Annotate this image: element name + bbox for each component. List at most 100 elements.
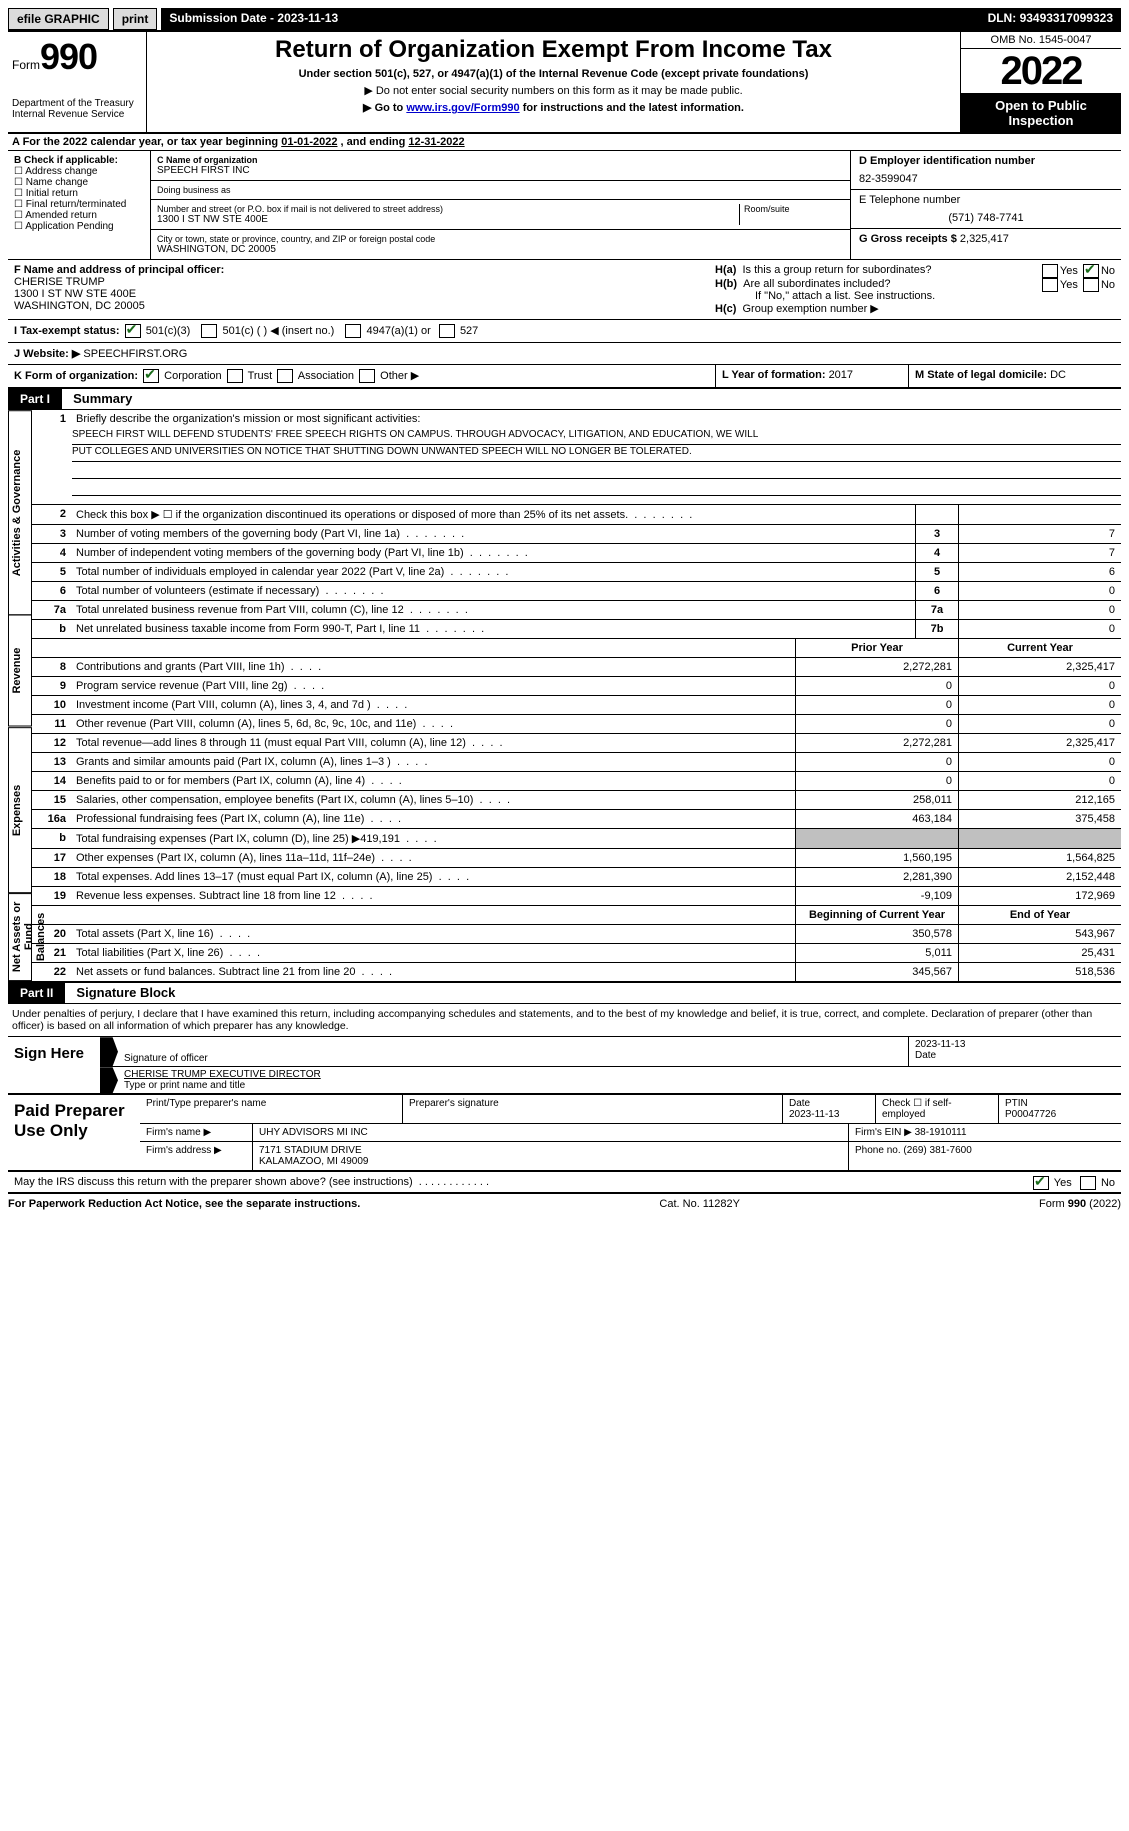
form-number: 990 [40, 36, 97, 77]
tab-governance: Activities & Governance [8, 410, 32, 615]
cb-amended[interactable]: ☐ Amended return [14, 210, 144, 221]
discuss-yes[interactable] [1033, 1176, 1049, 1190]
ln-curr: 2,325,417 [959, 658, 1121, 676]
prep-row-3: Firm's address ▶ 7171 STADIUM DRIVEKALAM… [140, 1142, 1121, 1170]
ln-curr: 518,536 [959, 963, 1121, 981]
part1-title: Summary [65, 391, 132, 406]
cb-pend-label: Application Pending [25, 221, 113, 232]
ln-prior: 345,567 [795, 963, 959, 981]
addr-row: Number and street (or P.O. box if mail i… [151, 200, 850, 230]
cb-name[interactable]: ☐ Name change [14, 177, 144, 188]
ln-text: Number of independent voting members of … [72, 544, 915, 562]
cb-4947[interactable] [345, 324, 361, 338]
trust: Trust [248, 370, 273, 382]
cb-pending[interactable]: ☐ Application Pending [14, 221, 144, 232]
ln-curr: 2,152,448 [959, 868, 1121, 886]
cb-final-label: Final return/terminated [26, 199, 127, 210]
row-m: M State of legal domicile: DC [908, 365, 1121, 387]
col-headers-2: Beginning of Current Year End of Year [32, 906, 1121, 925]
org-name: SPEECH FIRST INC [157, 165, 844, 176]
ln-num: 15 [32, 791, 72, 809]
ln-curr: 212,165 [959, 791, 1121, 809]
org-name-row: C Name of organization SPEECH FIRST INC [151, 151, 850, 181]
hb-row: H(b) Are all subordinates included? Yes … [715, 278, 1115, 290]
prior-year-hdr: Prior Year [795, 639, 959, 657]
cb-501c[interactable] [201, 324, 217, 338]
cb-trust[interactable] [227, 369, 243, 383]
ln-box [915, 505, 959, 524]
cb-assoc[interactable] [277, 369, 293, 383]
ln-curr: 0 [959, 715, 1121, 733]
ln-curr: 0 [959, 772, 1121, 790]
cb-other[interactable] [359, 369, 375, 383]
ln-num: 10 [32, 696, 72, 714]
ln-text: Benefits paid to or for members (Part IX… [72, 772, 795, 790]
irs-link[interactable]: www.irs.gov/Form990 [406, 102, 519, 114]
officer-addr2: WASHINGTON, DC 20005 [14, 300, 703, 312]
row-l: L Year of formation: 2017 [715, 365, 908, 387]
print-button[interactable]: print [113, 8, 158, 30]
hb-yes[interactable] [1042, 278, 1058, 292]
cb-501c3[interactable] [125, 324, 141, 338]
ln-num: 13 [32, 753, 72, 771]
ln-num: 14 [32, 772, 72, 790]
cb-amend-label: Amended return [25, 210, 97, 221]
dln-value: 93493317099323 [1020, 11, 1113, 25]
mission-blank2 [72, 479, 1121, 496]
m-label: M State of legal domicile: [915, 369, 1050, 381]
cb-527[interactable] [439, 324, 455, 338]
ln-text: Total expenses. Add lines 13–17 (must eq… [72, 868, 795, 886]
block-bcde: B Check if applicable: ☐ Address change … [8, 151, 1121, 260]
paid-preparer-block: Paid Preparer Use Only Print/Type prepar… [8, 1093, 1121, 1172]
gov-line-6: 6 Total number of volunteers (estimate i… [32, 582, 1121, 601]
ln-val: 7 [959, 544, 1121, 562]
omb-number: OMB No. 1545-0047 [961, 32, 1121, 49]
tax-exempt: I Tax-exempt status: 501(c)(3) 501(c) ( … [8, 320, 600, 342]
city-state-zip: WASHINGTON, DC 20005 [157, 244, 844, 255]
discuss-row: May the IRS discuss this return with the… [8, 1172, 1121, 1194]
line-15: 15 Salaries, other compensation, employe… [32, 791, 1121, 810]
527: 527 [460, 325, 478, 337]
discuss-no[interactable] [1080, 1176, 1096, 1190]
part2-header: Part II Signature Block [8, 983, 1121, 1004]
ln-text: Grants and similar amounts paid (Part IX… [72, 753, 795, 771]
cb-address[interactable]: ☐ Address change [14, 166, 144, 177]
line-17: 17 Other expenses (Part IX, column (A), … [32, 849, 1121, 868]
ha-yes[interactable] [1042, 264, 1058, 278]
gov-line-7a: 7a Total unrelated business revenue from… [32, 601, 1121, 620]
ln-num: 12 [32, 734, 72, 752]
4947: 4947(a)(1) or [367, 325, 431, 337]
ln-box: 4 [915, 544, 959, 562]
ln-text: Total liabilities (Part X, line 26) . . … [72, 944, 795, 962]
ln-prior: 0 [795, 772, 959, 790]
paid-prep-label: Paid Preparer Use Only [8, 1095, 140, 1170]
hb-no[interactable] [1083, 278, 1099, 292]
ln-prior: 2,272,281 [795, 658, 959, 676]
ln-box: 5 [915, 563, 959, 581]
ln-curr: 0 [959, 696, 1121, 714]
prep-sig-label: Preparer's signature [403, 1095, 783, 1123]
phone-row: E Telephone number (571) 748-7741 [851, 190, 1121, 229]
prep-row-1: Print/Type preparer's name Preparer's si… [140, 1095, 1121, 1124]
prep-date: 2023-11-13 [789, 1109, 839, 1120]
domicile: DC [1050, 369, 1066, 381]
efile-button[interactable]: efile GRAPHIC [8, 8, 109, 30]
ln-text: Total number of individuals employed in … [72, 563, 915, 581]
ln-prior: 1,560,195 [795, 849, 959, 867]
end-year-hdr: End of Year [959, 906, 1121, 924]
ha-no[interactable] [1083, 264, 1099, 278]
ln-curr: 25,431 [959, 944, 1121, 962]
cb-corp[interactable] [143, 369, 159, 383]
ln-text: Contributions and grants (Part VIII, lin… [72, 658, 795, 676]
cb-final[interactable]: ☐ Final return/terminated [14, 199, 144, 210]
cb-initial[interactable]: ☐ Initial return [14, 188, 144, 199]
org-name-label: C Name of organization [157, 155, 844, 165]
footer: For Paperwork Reduction Act Notice, see … [8, 1194, 1121, 1214]
no-label: No [1101, 265, 1115, 277]
officer-addr1: 1300 I ST NW STE 400E [14, 288, 703, 300]
topbar-spacer [346, 8, 979, 30]
line-1-num: 1 [32, 410, 72, 428]
hdr-blank4 [72, 906, 795, 924]
print-name-label: Print/Type preparer's name [140, 1095, 403, 1123]
line-11: 11 Other revenue (Part VIII, column (A),… [32, 715, 1121, 734]
